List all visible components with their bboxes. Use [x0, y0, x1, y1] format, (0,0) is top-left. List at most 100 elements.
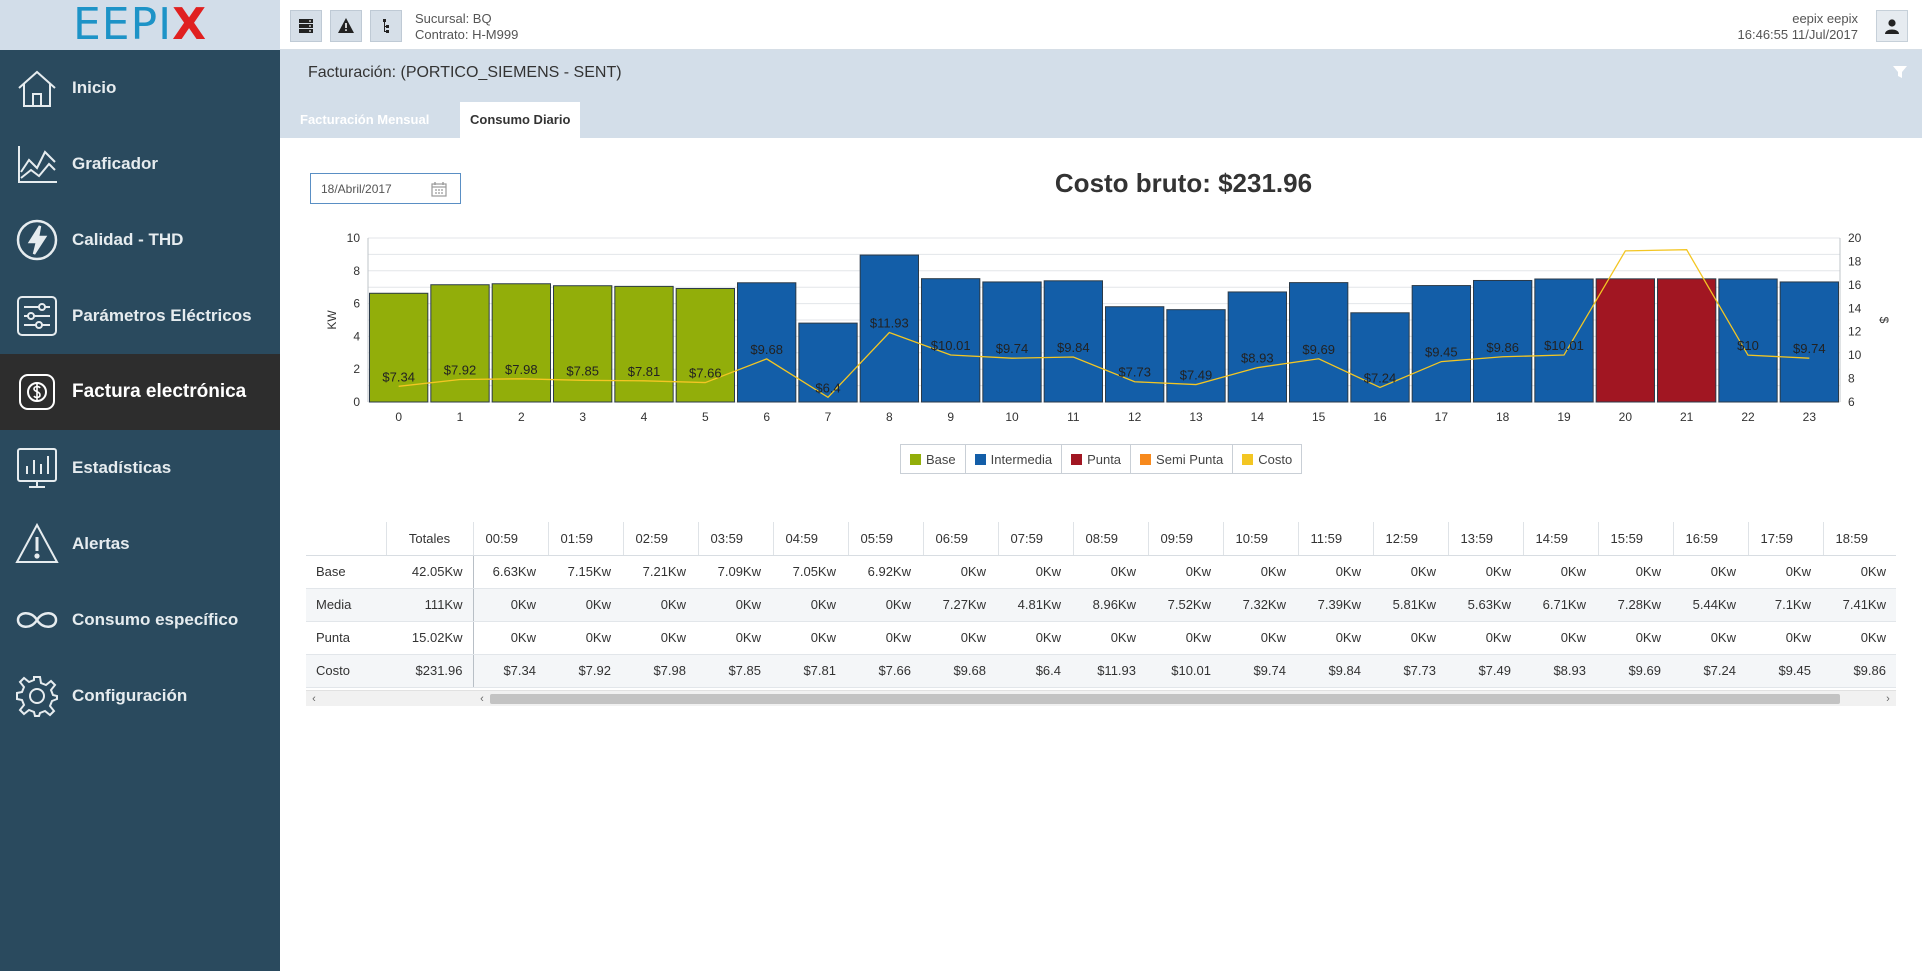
table-cell: 4.81Kw [998, 588, 1073, 622]
filter-icon[interactable] [1892, 64, 1908, 80]
date-input[interactable] [311, 181, 427, 196]
sidebar-item-factura[interactable]: Factura electrónica [0, 354, 280, 430]
bar-base [430, 284, 490, 403]
legend-item-intermedia[interactable]: Intermedia [966, 445, 1063, 473]
bar-intermedia [1779, 281, 1839, 403]
user-button[interactable] [1876, 10, 1908, 42]
legend-item-punta[interactable]: Punta [1062, 445, 1132, 473]
scrollbar-thumb[interactable] [490, 694, 1840, 704]
cost-title: Costo bruto: $231.96 [280, 168, 1922, 199]
scroll-left-arrow-icon[interactable]: ‹ [480, 693, 484, 705]
sidebar-item-parametros[interactable]: Parámetros Eléctricos [0, 278, 280, 354]
table-cell: 0Kw [548, 621, 623, 655]
table-cell: 5.63Kw [1448, 588, 1523, 622]
sidebar-item-configuracion[interactable]: Configuración [0, 658, 280, 734]
y2-tick-label: 16 [1848, 278, 1862, 292]
sidebar-item-estadisticas[interactable]: Estadísticas [0, 430, 280, 506]
table-cell: $9.45 [1748, 654, 1823, 688]
home-icon [14, 65, 60, 111]
y2-tick-label: 8 [1848, 372, 1855, 386]
table-cell: 7.1Kw [1748, 588, 1823, 622]
table-cell: 7.39Kw [1298, 588, 1373, 622]
x-tick-label: 16 [1373, 410, 1387, 424]
table-cell: 0Kw [1448, 555, 1523, 589]
table-cell: 0Kw [848, 588, 923, 622]
logo-text-main: EEPI [72, 0, 173, 50]
table-cell: 7.21Kw [623, 555, 698, 589]
table-cell: 0Kw [998, 621, 1073, 655]
legend-item-semi-punta[interactable]: Semi Punta [1131, 445, 1234, 473]
table-cell: 7.28Kw [1598, 588, 1673, 622]
table-cell: 0Kw [923, 621, 998, 655]
bar-data-label: $10.01 [1544, 338, 1584, 353]
bar-data-label: $9.86 [1486, 340, 1519, 355]
server-button[interactable] [290, 10, 322, 42]
tab-facturacion-mensual[interactable]: Facturación Mensual [300, 112, 430, 127]
table-cell: $7.92 [548, 654, 623, 688]
alert-triangle-icon [338, 18, 354, 33]
bar-intermedia [1043, 280, 1104, 403]
tab-consumo-diario[interactable]: Consumo Diario [460, 102, 581, 138]
scroll-left-icon[interactable]: ‹ [312, 693, 316, 705]
table-cell: $7.85 [698, 654, 773, 688]
x-tick-label: 12 [1128, 410, 1142, 424]
table-cell: 0Kw [1148, 621, 1223, 655]
table-cell: $7.66 [848, 654, 923, 688]
hierarchy-button[interactable] [370, 10, 402, 42]
bar-data-label: $8.93 [1241, 351, 1274, 366]
scroll-right-icon[interactable]: › [1886, 693, 1890, 705]
legend-label: Costo [1258, 451, 1293, 467]
table-cell: $9.86 [1823, 654, 1896, 688]
table-cell: 0Kw [1748, 621, 1823, 655]
legend-swatch [974, 453, 986, 465]
legend-item-base[interactable]: Base [901, 445, 966, 473]
bar-base [675, 288, 735, 403]
bar-data-label: $10 [1737, 338, 1759, 353]
eepix-logo[interactable]: EEPIX [73, 0, 207, 50]
calendar-icon[interactable] [431, 181, 447, 197]
current-datetime: 16:46:55 11/Jul/2017 [1737, 27, 1858, 42]
table-cell: $9.68 [923, 654, 998, 688]
sidebar-item-label: Configuración [72, 686, 188, 705]
bar-data-label: $7.85 [566, 363, 599, 378]
summary-table-wrap[interactable]: Totales 00:59 01:59 02:59 03:59 04:59 05:59 06:… [306, 522, 1896, 708]
table-header-hour: 01:59 [547, 522, 623, 556]
legend-swatch [1140, 453, 1152, 465]
table-header-hour: 12:59 [1372, 522, 1448, 556]
legend-label: Punta [1087, 451, 1122, 467]
user-name: eepix eepix [1792, 11, 1858, 26]
logo-text-x: X [172, 0, 208, 50]
alert-button[interactable] [330, 10, 362, 42]
table-cell: 0Kw [1448, 621, 1523, 655]
sidebar-item-alertas[interactable]: Alertas [0, 506, 280, 582]
bar-data-label: $7.92 [444, 363, 477, 378]
y2-axis-label: $ [1877, 317, 1890, 324]
table-cell: 0Kw [1373, 555, 1448, 589]
bar-data-label: $9.74 [996, 341, 1029, 356]
row-label: Costo [306, 654, 386, 688]
bar-intermedia [1105, 306, 1165, 403]
sidebar-item-graficador[interactable]: Graficador [0, 126, 280, 202]
bar-intermedia [798, 322, 858, 403]
bar-data-label: $7.98 [505, 362, 538, 377]
table-cell: $7.34 [473, 654, 548, 688]
horizontal-scrollbar[interactable]: ‹ ‹ › [306, 690, 1896, 706]
y-tick-label: 10 [347, 231, 361, 245]
bar-intermedia [1411, 285, 1471, 403]
sidebar-item-consumo[interactable]: Consumo específico [0, 582, 280, 658]
sidebar-item-inicio[interactable]: Inicio [0, 50, 280, 126]
date-picker[interactable] [310, 173, 461, 204]
bar-intermedia [1289, 282, 1349, 403]
table-cell: 6.63Kw [473, 555, 548, 589]
sidebar-item-calidad-thd[interactable]: Calidad - THD [0, 202, 280, 278]
y-tick-label: 6 [353, 297, 360, 311]
bar-data-label: $6.4 [815, 380, 840, 395]
legend-item-costo[interactable]: Costo [1233, 445, 1301, 473]
sidebar-item-label: Estadísticas [72, 458, 172, 477]
table-header-hour: 09:59 [1147, 522, 1223, 556]
bar-punta [1595, 278, 1655, 403]
table-header-hour: 10:59 [1222, 522, 1298, 556]
table-cell: $7.49 [1448, 654, 1523, 688]
x-tick-label: 15 [1312, 410, 1326, 424]
